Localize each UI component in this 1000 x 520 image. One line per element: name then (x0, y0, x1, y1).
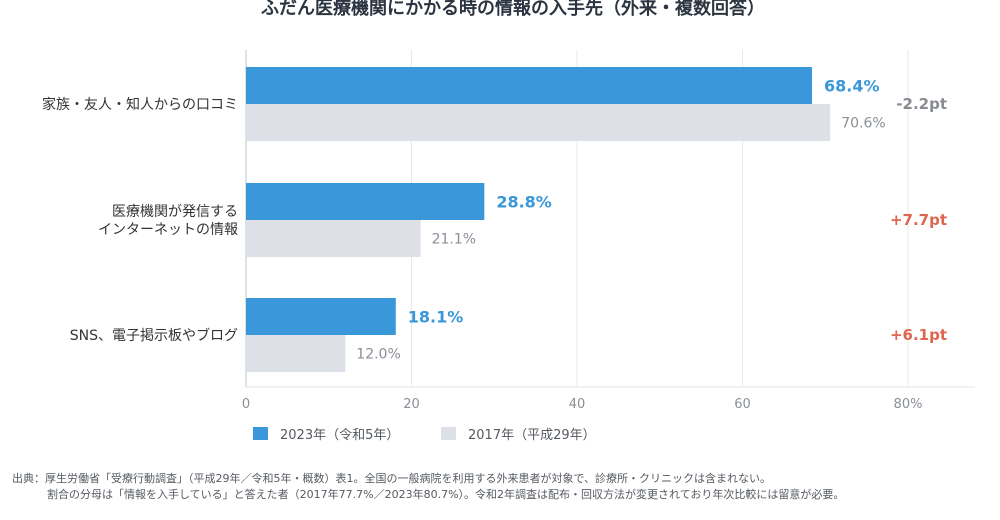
x-tick-label: 80% (894, 397, 923, 412)
data-label-2017: 21.1% (432, 232, 476, 248)
difference-label: -2.2pt (896, 95, 947, 113)
data-label-2017: 70.6% (841, 116, 885, 132)
source-line: 割合の分母は「情報を入手している」と答えた者（2017年77.7%／2023年8… (47, 487, 844, 501)
data-label-2023: 68.4% (824, 77, 880, 96)
legend: 2023年（令和5年） 2017年（平成29年） (253, 427, 596, 443)
x-tick-label: 0 (242, 397, 250, 412)
category-label: 家族・友人・知人からの口コミ (42, 96, 238, 113)
source-note: 出典：厚生労働省「受療行動調査」（平成29年／令和5年・概数）表1。全国の一般病… (12, 471, 844, 501)
x-axis: 0 20 40 60 80% (242, 386, 975, 412)
x-tick-label: 40 (569, 397, 586, 412)
x-tick-label: 60 (734, 397, 751, 412)
category-label: 医療機関が発信する (112, 203, 238, 220)
difference-label: +7.7pt (890, 211, 947, 229)
legend-label: 2023年（令和5年） (280, 428, 399, 443)
legend-label: 2017年（平成29年） (468, 428, 596, 443)
legend-swatch (441, 427, 456, 440)
data-label-2023: 28.8% (496, 193, 552, 212)
bar-2023 (246, 67, 813, 104)
bar-2017 (246, 335, 346, 372)
chart-title: ふだん医療機関にかかる時の情報の入手先（外来・複数回答） (261, 0, 765, 19)
bars: 68.4% 70.6% -2.2pt 28.8% 21.1% +7.7pt 18.1% 12.… (246, 67, 947, 372)
source-line: 出典：厚生労働省「受療行動調査」（平成29年／令和5年・概数）表1。全国の一般病… (12, 471, 771, 485)
category-label: インターネットの情報 (98, 222, 238, 238)
category-label: SNS、電子掲示板やブログ (70, 327, 238, 344)
difference-label: +6.1pt (890, 326, 947, 344)
bar-2017 (246, 104, 831, 141)
legend-swatch (253, 427, 268, 440)
bar-2023 (246, 183, 485, 220)
data-label-2023: 18.1% (408, 308, 464, 327)
bar-2023 (246, 298, 396, 335)
bar-2017 (246, 220, 421, 257)
data-label-2017: 12.0% (356, 347, 400, 363)
x-tick-label: 20 (403, 397, 420, 412)
